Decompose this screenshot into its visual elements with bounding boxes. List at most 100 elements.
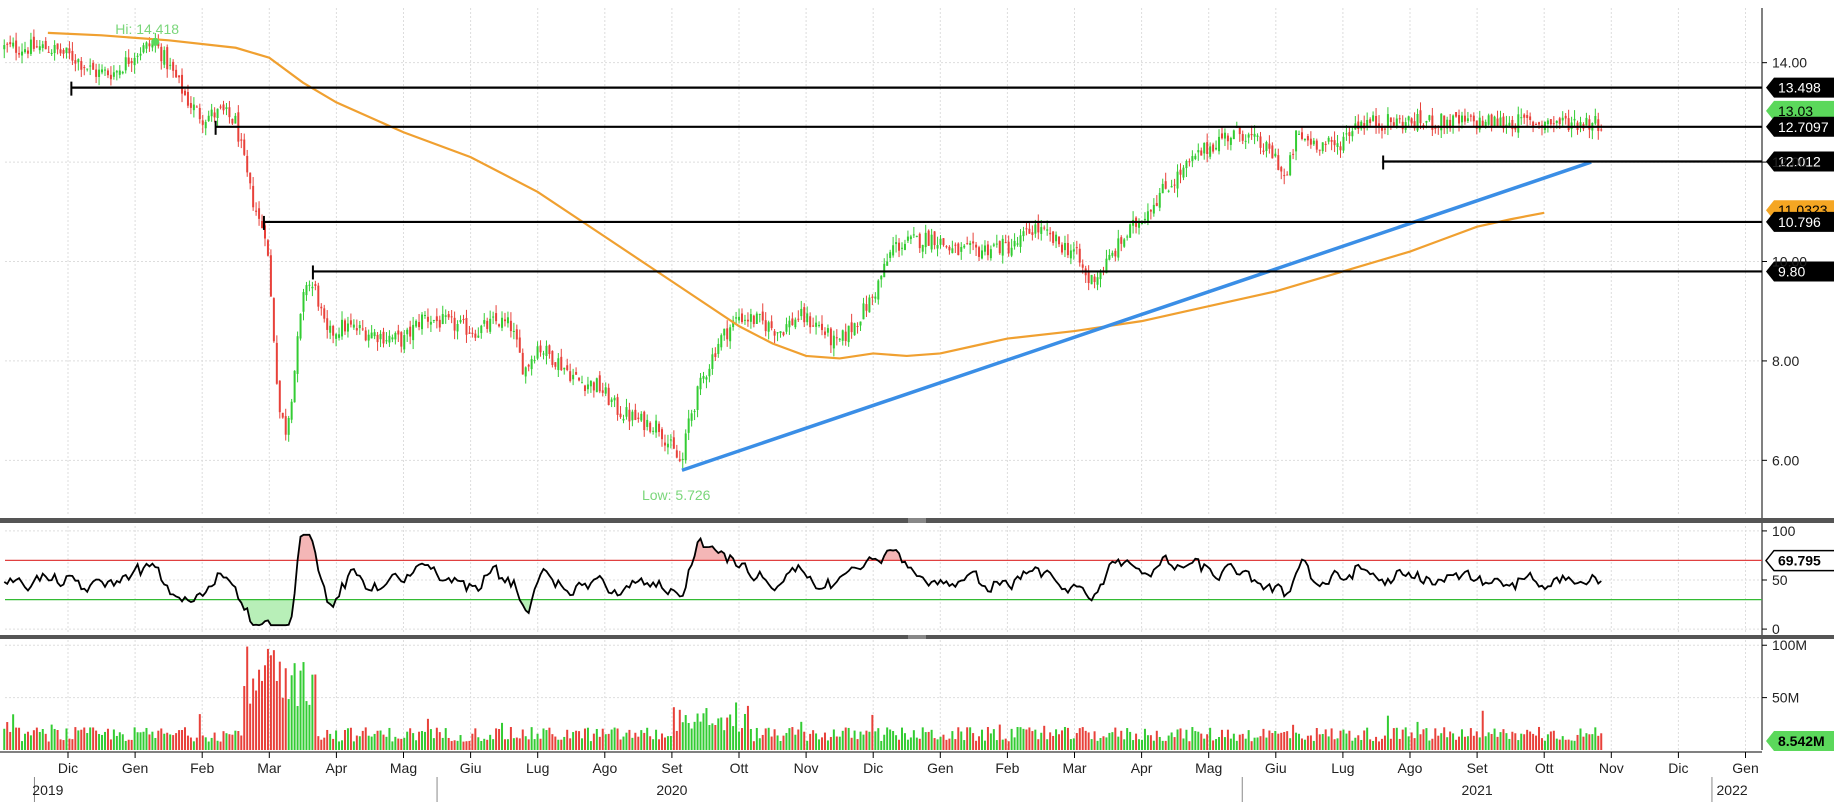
candle-body (1063, 243, 1066, 251)
candle-body (714, 353, 717, 358)
candle-body (895, 242, 898, 245)
volume-bar (1244, 738, 1247, 750)
candle-body (101, 69, 104, 73)
candle-body (124, 57, 127, 71)
volume-bar (1383, 735, 1386, 750)
candle-body (95, 69, 98, 77)
candle-body (1351, 131, 1354, 137)
candle-body (1182, 167, 1185, 178)
volume-bar (299, 670, 302, 750)
candle-body (311, 286, 314, 289)
volume-bar (666, 736, 669, 750)
candle-body (975, 244, 978, 248)
candle-body (542, 353, 545, 355)
month-label: Ott (730, 760, 749, 776)
volume-bar (554, 736, 557, 750)
volume-bar (1312, 740, 1315, 750)
volume-bar (477, 737, 480, 750)
candle-body (1022, 231, 1025, 237)
volume-bar (1333, 739, 1336, 750)
candle-body (752, 315, 755, 325)
volume-bar (1034, 729, 1037, 750)
volume-bar (275, 680, 278, 750)
volume-bar (1108, 732, 1111, 750)
candle-body (1538, 122, 1541, 125)
volume-bar (349, 727, 352, 750)
volume-bar (578, 731, 581, 750)
candle-body (1229, 137, 1232, 145)
volume-bar (1478, 737, 1481, 750)
candle-body (583, 385, 586, 392)
volume-bar (1277, 733, 1280, 750)
volume-bar (1561, 736, 1564, 750)
candle-body (853, 323, 856, 336)
volume-bar (281, 697, 284, 750)
candle-body (681, 458, 684, 460)
volume-panel: 100M 50M (3, 637, 1834, 752)
volume-bar (678, 709, 681, 750)
candle-body (329, 325, 332, 333)
candle-body (622, 418, 625, 421)
volume-bar (311, 674, 314, 750)
candle-body (1209, 146, 1212, 157)
volume-bar (669, 735, 672, 750)
month-label: Feb (190, 760, 214, 776)
volume-bar (720, 717, 723, 750)
candle-body (655, 420, 658, 433)
candle-body (610, 399, 613, 403)
volume-bar (832, 729, 835, 750)
volume-bar (243, 686, 246, 750)
candle-body (403, 335, 406, 350)
volume-bar (1543, 740, 1546, 750)
volume-bar (1540, 738, 1543, 750)
volume-bar (726, 717, 729, 750)
volume-bar (6, 722, 9, 750)
volume-bar (1300, 738, 1303, 750)
volume-bar (483, 738, 486, 750)
sma-200-layer (47, 31, 1545, 360)
volume-bar (1532, 733, 1535, 750)
candle-body (3, 45, 6, 50)
candle-body (1277, 155, 1280, 170)
volume-bar (601, 728, 604, 750)
candle-body (15, 40, 18, 53)
candle-body (210, 109, 213, 117)
candle-body (26, 50, 29, 54)
candle-body (613, 397, 616, 401)
volume-bar (335, 730, 338, 750)
volume-bar (705, 708, 708, 750)
volume-bar (1469, 728, 1472, 750)
volume-bar (856, 739, 859, 750)
candle-body (456, 324, 459, 332)
candle-body (1058, 236, 1061, 245)
candle-body (708, 368, 711, 377)
rsi-tick-label: 0 (1772, 621, 1780, 637)
volume-bar (921, 727, 924, 750)
candle-body (1469, 115, 1472, 117)
volume-bar (450, 741, 453, 750)
candle-body (1564, 115, 1567, 119)
year-label: 2020 (656, 782, 687, 798)
volume-bar (684, 715, 687, 750)
level-tag-3-text: 10.796 (1778, 214, 1821, 230)
volume-bar (1132, 740, 1135, 750)
volume-bar (305, 701, 308, 750)
volume-bar (1295, 732, 1298, 750)
candle-body (44, 40, 47, 50)
candle-body (983, 245, 986, 252)
candle-body (12, 42, 15, 47)
volume-bar (249, 703, 252, 750)
volume-bar (586, 727, 589, 750)
volume-bar (231, 734, 234, 750)
candle-body (1283, 175, 1286, 177)
volume-bar (163, 733, 166, 750)
volume-bar (625, 732, 628, 750)
candle-body (1345, 133, 1348, 135)
volume-bar (183, 727, 186, 750)
candle-body (1552, 123, 1555, 125)
candle-body (112, 72, 115, 77)
candle-body (702, 376, 705, 379)
candle-body (432, 319, 435, 321)
volume-bar (18, 727, 21, 750)
candle-body (1395, 118, 1398, 127)
